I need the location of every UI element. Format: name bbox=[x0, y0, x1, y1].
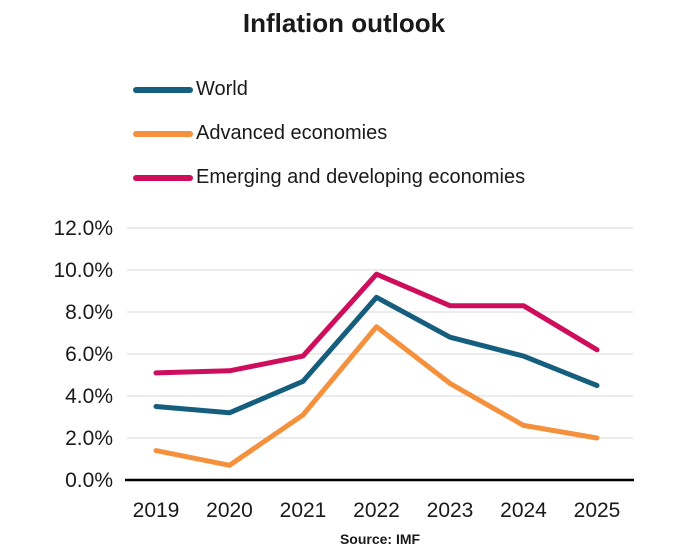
y-tick-label: 0.0% bbox=[65, 469, 113, 492]
legend-label: World bbox=[196, 78, 248, 100]
legend-swatch bbox=[133, 130, 193, 137]
series-line bbox=[153, 324, 600, 468]
x-tick-label: 2019 bbox=[133, 499, 180, 522]
x-tick-label: 2025 bbox=[574, 499, 621, 522]
series-line bbox=[153, 294, 600, 416]
y-tick-label: 4.0% bbox=[65, 385, 113, 408]
legend-item: Emerging and developing economies bbox=[133, 166, 526, 188]
source-caption: Source: IMF bbox=[339, 531, 421, 547]
legend-item: Advanced economies bbox=[133, 122, 525, 144]
x-tick-label: 2024 bbox=[500, 499, 547, 522]
series-line bbox=[153, 271, 600, 376]
x-tick-label: 2021 bbox=[280, 499, 327, 522]
legend-label: Advanced economies bbox=[196, 122, 388, 144]
legend-label: Emerging and developing economies bbox=[196, 166, 526, 188]
y-tick-label: 6.0% bbox=[65, 343, 113, 366]
x-tick-label: 2022 bbox=[353, 499, 400, 522]
legend-item: World bbox=[133, 78, 525, 100]
y-tick-label: 8.0% bbox=[65, 301, 113, 324]
chart-legend: World Advanced economies Emerging and deve… bbox=[133, 78, 526, 212]
x-tick-label: 2020 bbox=[206, 499, 253, 522]
y-tick-label: 2.0% bbox=[65, 427, 113, 450]
legend-swatch bbox=[133, 174, 193, 181]
legend-swatch bbox=[133, 86, 193, 93]
x-tick-label: 2023 bbox=[427, 499, 474, 522]
chart-title: Inflation outlook bbox=[242, 8, 446, 38]
y-tick-label: 12.0% bbox=[53, 217, 113, 240]
y-tick-label: 10.0% bbox=[53, 259, 113, 282]
